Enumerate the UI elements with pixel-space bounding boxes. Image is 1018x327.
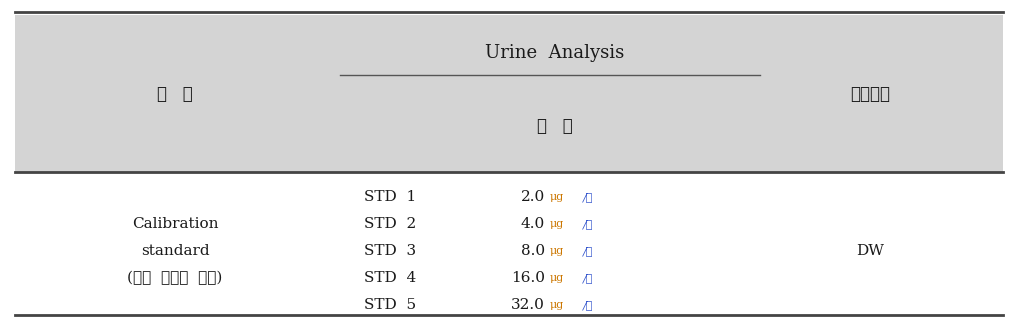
Text: DW: DW (856, 244, 884, 258)
Text: /ℓ: /ℓ (583, 219, 593, 229)
Text: STD  2: STD 2 (363, 217, 416, 231)
Text: Calibration: Calibration (131, 217, 218, 231)
Text: 분   류: 분 류 (157, 85, 192, 102)
Bar (15, 15, 1003, 172)
Text: 2.0: 2.0 (521, 190, 545, 204)
Text: μg: μg (550, 273, 564, 283)
Text: STD  5: STD 5 (364, 298, 416, 312)
Text: /ℓ: /ℓ (583, 246, 593, 256)
Text: STD  4: STD 4 (363, 271, 416, 285)
Text: μg: μg (550, 219, 564, 229)
Text: (매회  사용시  조제): (매회 사용시 조제) (127, 271, 223, 285)
Text: μg: μg (550, 246, 564, 256)
Text: STD  3: STD 3 (364, 244, 416, 258)
Text: STD  1: STD 1 (363, 190, 416, 204)
Text: 4.0: 4.0 (521, 217, 545, 231)
Text: μg: μg (550, 300, 564, 310)
Text: /ℓ: /ℓ (583, 300, 593, 310)
Text: 8.0: 8.0 (521, 244, 545, 258)
Text: /ℓ: /ℓ (583, 192, 593, 202)
Text: standard: standard (140, 244, 210, 258)
Text: 32.0: 32.0 (511, 298, 545, 312)
Text: 희석용매: 희석용매 (850, 85, 890, 102)
Text: μg: μg (550, 192, 564, 202)
Text: 16.0: 16.0 (511, 271, 545, 285)
Text: /ℓ: /ℓ (583, 273, 593, 283)
Text: Urine  Analysis: Urine Analysis (486, 44, 625, 62)
Text: 농   도: 농 도 (538, 118, 573, 135)
